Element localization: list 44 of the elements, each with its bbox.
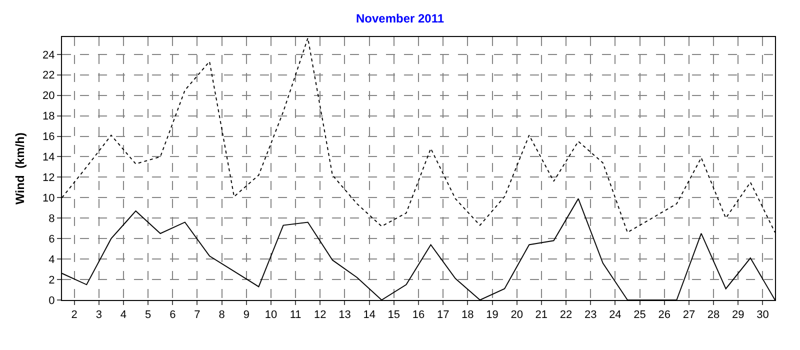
y-tick-label: 10 xyxy=(42,192,55,205)
x-tick-label: 18 xyxy=(462,309,474,322)
x-tick-label: 9 xyxy=(243,309,250,322)
x-tick-label: 22 xyxy=(560,309,572,322)
x-tick-label: 8 xyxy=(218,309,225,322)
x-tick-label: 24 xyxy=(609,309,622,322)
y-tick-label: 16 xyxy=(42,131,55,144)
x-tick-label: 23 xyxy=(584,309,597,322)
x-tick-label: 15 xyxy=(388,309,400,322)
x-tick-label: 13 xyxy=(338,309,351,322)
chart-title: November 2011 xyxy=(356,11,444,26)
x-tick-label: 4 xyxy=(120,309,127,322)
y-tick-label: 20 xyxy=(42,90,55,102)
x-tick-label: 19 xyxy=(486,309,498,322)
x-tick-label: 6 xyxy=(170,309,176,322)
x-tick-label: 11 xyxy=(290,309,302,322)
x-tick-label: 7 xyxy=(194,309,200,322)
x-tick-label: 3 xyxy=(96,309,102,322)
y-tick-label: 2 xyxy=(48,274,55,286)
x-tick-label: 16 xyxy=(412,309,425,322)
x-tick-label: 29 xyxy=(732,309,744,322)
x-tick-label: 12 xyxy=(314,309,326,322)
x-tick-label: 14 xyxy=(363,309,376,322)
y-tick-label: 24 xyxy=(42,49,55,62)
x-tick-label: 21 xyxy=(535,309,548,322)
x-tick-label: 10 xyxy=(264,309,278,322)
y-tick-label: 4 xyxy=(48,254,55,266)
x-tick-label: 17 xyxy=(436,309,450,322)
x-tick-label: 25 xyxy=(634,309,646,322)
x-tick-label: 20 xyxy=(510,309,523,322)
y-tick-label: 14 xyxy=(42,152,55,164)
x-tick-label: 5 xyxy=(144,309,152,322)
x-tick-label: 26 xyxy=(658,309,670,322)
y-tick-label: 18 xyxy=(42,110,55,123)
y-tick-label: 12 xyxy=(42,172,55,184)
y-tick-label: 0 xyxy=(48,294,55,307)
y-tick-label: 6 xyxy=(48,233,55,246)
x-tick-label: 2 xyxy=(71,309,78,322)
x-tick-label: 30 xyxy=(756,309,769,322)
y-axis-title: Wind (km/h) xyxy=(12,132,27,204)
x-tick-label: 28 xyxy=(707,309,720,322)
x-tick-label: 27 xyxy=(682,309,696,322)
y-tick-label: 8 xyxy=(48,212,55,225)
y-tick-label: 22 xyxy=(42,70,55,82)
